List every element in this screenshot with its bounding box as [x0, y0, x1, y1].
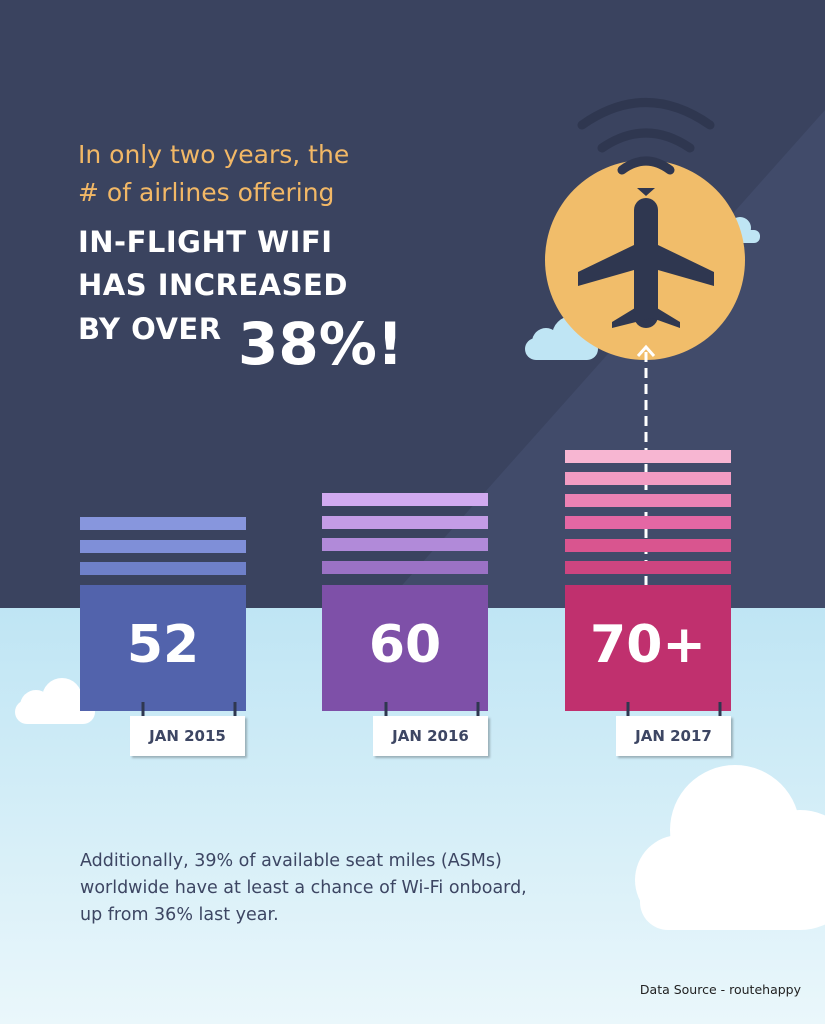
card-date: JAN 2016 [373, 716, 488, 756]
source: Data Source - routehappy [639, 982, 801, 997]
card-date: JAN 2015 [130, 716, 245, 756]
headline-line: IN-FLIGHT WIFI [78, 225, 333, 259]
note-line: Additionally, 39% of available seat mile… [80, 851, 502, 871]
card [322, 585, 488, 711]
card-value: 70+ [590, 615, 706, 675]
note-line: worldwide have at least a chance of Wi-F… [80, 878, 527, 898]
note: Additionally, 39% of available seat mile… [80, 848, 527, 929]
card-value: 52 [126, 615, 200, 675]
card-value: 60 [368, 615, 442, 675]
card [565, 585, 731, 711]
headline-line: HAS INCREASED [78, 268, 348, 302]
card [80, 585, 246, 711]
plane [578, 198, 714, 328]
cloud [15, 678, 95, 724]
card-date: JAN 2017 [616, 716, 731, 756]
headline-line: In only two years, the [78, 140, 350, 169]
stripes [80, 450, 731, 575]
headline-line: # of airlines offering [78, 178, 335, 207]
headline-line: BY OVER [78, 312, 222, 346]
headline-highlight: 38%! [238, 310, 404, 378]
wifi-icon [577, 98, 715, 175]
note-line: up from 36% last year. [80, 905, 279, 925]
cloud [635, 765, 825, 930]
